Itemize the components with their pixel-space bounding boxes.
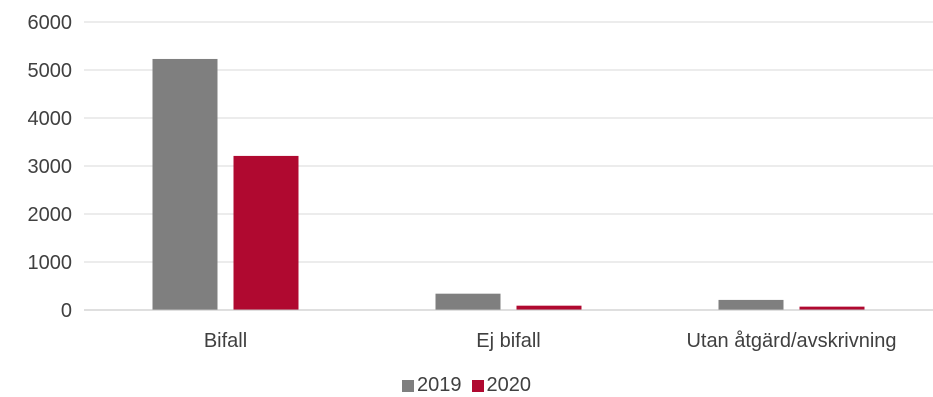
y-tick-label: 4000: [28, 108, 73, 130]
y-tick-label: 2000: [28, 204, 73, 226]
bar-2019-2: [718, 299, 784, 310]
bars: [152, 58, 865, 311]
legend-swatch-2020: [471, 379, 484, 392]
y-axis-tick-labels: 0 1000 2000 3000 4000 5000 6000: [28, 12, 73, 322]
bar-2020-2: [799, 306, 865, 310]
legend-swatch-2019: [402, 379, 414, 392]
legend-label-2020: 2020: [486, 374, 532, 396]
legend: 2019 2020: [0, 374, 933, 397]
bar-2020-0: [233, 155, 299, 310]
bar-2020-1: [516, 305, 582, 310]
gridlines: [84, 21, 933, 263]
y-tick-label: 1000: [28, 252, 73, 274]
x-tick-label: Utan åtgärd/avskrivning: [686, 330, 896, 352]
y-tick-label: 5000: [28, 60, 73, 82]
y-tick-label: 3000: [28, 156, 73, 178]
y-tick-label: 6000: [28, 12, 73, 34]
y-tick-label: 0: [61, 300, 72, 322]
legend-item-2019: 2019: [402, 374, 462, 397]
x-tick-label: Ej bifall: [476, 330, 540, 352]
x-tick-label: Bifall: [204, 330, 247, 352]
bar-2019-0: [152, 58, 218, 311]
legend-label-2019: 2019: [417, 374, 462, 396]
legend-item-2020: 2020: [471, 374, 532, 397]
x-axis-tick-labels: Bifall Ej bifall Utan åtgärd/avskrivning: [204, 330, 897, 352]
bar-2019-1: [435, 293, 501, 310]
